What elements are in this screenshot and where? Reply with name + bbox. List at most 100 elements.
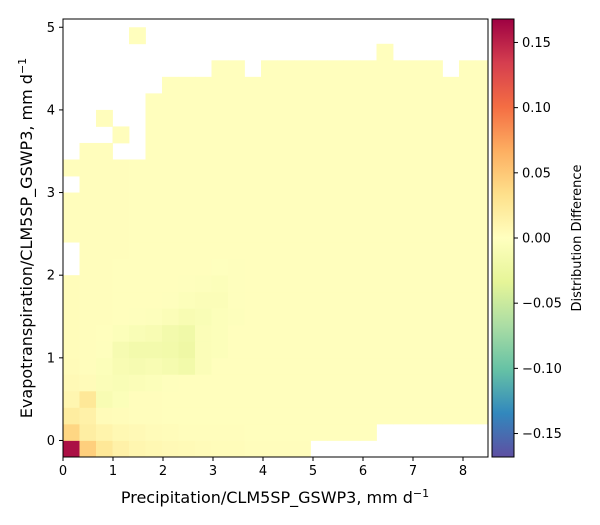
heatmap-cell xyxy=(261,159,278,177)
heatmap-cell xyxy=(442,308,460,326)
heatmap-cell xyxy=(162,225,179,243)
heatmap-cell xyxy=(112,225,130,243)
heatmap-cell xyxy=(459,209,476,227)
heatmap-cell xyxy=(195,258,212,276)
heatmap-cell xyxy=(376,76,394,94)
x-tick-label: 8 xyxy=(459,464,467,479)
heatmap-cell xyxy=(96,209,113,227)
heatmap-cell xyxy=(178,291,196,309)
heatmap-cell xyxy=(195,423,212,441)
heatmap-cell xyxy=(162,390,179,408)
heatmap-cell xyxy=(145,324,163,342)
heatmap-cell xyxy=(442,324,460,342)
y-tick-label: 0 xyxy=(47,434,55,449)
heatmap-cell xyxy=(261,275,278,293)
heatmap-cell xyxy=(475,192,489,210)
heatmap-cell xyxy=(277,76,295,94)
heatmap-cell xyxy=(327,258,344,276)
colorbar xyxy=(491,18,515,458)
heatmap-cell xyxy=(211,242,229,260)
heatmap-cell xyxy=(145,93,163,111)
heatmap-cell xyxy=(310,209,328,227)
heatmap-cell xyxy=(96,275,113,293)
heatmap-cell xyxy=(129,209,146,227)
heatmap-cell xyxy=(360,258,377,276)
heatmap-cell xyxy=(360,291,377,309)
heatmap-cell xyxy=(129,407,146,425)
heatmap-cell xyxy=(112,324,130,342)
heatmap-cell xyxy=(360,225,377,243)
heatmap-cell xyxy=(63,423,80,441)
heatmap-cell xyxy=(409,275,427,293)
heatmap-cell xyxy=(145,374,163,392)
heatmap-cell xyxy=(195,109,212,127)
heatmap-cell xyxy=(360,423,377,441)
heatmap-cell xyxy=(459,60,476,78)
heatmap-cell xyxy=(277,242,295,260)
heatmap-cell xyxy=(360,275,377,293)
heatmap-cell xyxy=(294,126,311,144)
heatmap-cell xyxy=(162,76,179,94)
heatmap-cell xyxy=(459,109,476,127)
heatmap-cell xyxy=(244,324,262,342)
heatmap-cell xyxy=(244,109,262,127)
heatmap-cell xyxy=(294,159,311,177)
heatmap-cell xyxy=(211,142,229,160)
heatmap-cell xyxy=(211,109,229,127)
heatmap-cell xyxy=(244,374,262,392)
heatmap-cell xyxy=(459,407,476,425)
heatmap-cell xyxy=(96,242,113,260)
heatmap-cell xyxy=(393,159,410,177)
heatmap-cell xyxy=(343,142,361,160)
heatmap-cell xyxy=(393,242,410,260)
heatmap-cell xyxy=(63,407,80,425)
heatmap-cell xyxy=(310,324,328,342)
heatmap-cell xyxy=(294,93,311,111)
heatmap-cell xyxy=(112,258,130,276)
heatmap-cell xyxy=(178,440,196,458)
heatmap-cell xyxy=(310,76,328,94)
heatmap-cell xyxy=(343,126,361,144)
heatmap-cell xyxy=(327,291,344,309)
heatmap-cell xyxy=(310,308,328,326)
heatmap-cell xyxy=(393,126,410,144)
heatmap-cell xyxy=(79,308,97,326)
heatmap-cell xyxy=(393,308,410,326)
heatmap-cell xyxy=(145,192,163,210)
heatmap-cell xyxy=(261,258,278,276)
heatmap-cell xyxy=(376,374,394,392)
heatmap-cell xyxy=(96,423,113,441)
heatmap-cell xyxy=(211,209,229,227)
heatmap-cell xyxy=(409,176,427,193)
heatmap-cell xyxy=(145,159,163,177)
heatmap-cell xyxy=(211,390,229,408)
heatmap-cell xyxy=(261,242,278,260)
heatmap-cell xyxy=(327,390,344,408)
heatmap-cell xyxy=(327,126,344,144)
heatmap-cell xyxy=(360,159,377,177)
heatmap-cell xyxy=(360,109,377,127)
heatmap-cell xyxy=(145,142,163,160)
heatmap-cell xyxy=(96,374,113,392)
heatmap-cell xyxy=(409,374,427,392)
heatmap-cell xyxy=(63,324,80,342)
heatmap-cell xyxy=(343,93,361,111)
heatmap-cell xyxy=(294,258,311,276)
heatmap-cell xyxy=(211,93,229,111)
heatmap-cell xyxy=(409,159,427,177)
heatmap-cell xyxy=(294,341,311,359)
heatmap-cell xyxy=(79,159,97,177)
heatmap-cell xyxy=(360,341,377,359)
heatmap-cell xyxy=(195,308,212,326)
heatmap-cell xyxy=(277,109,295,127)
heatmap-cell xyxy=(79,357,97,375)
heatmap-cell xyxy=(162,242,179,260)
heatmap-cell xyxy=(442,209,460,227)
heatmap-cell xyxy=(294,390,311,408)
heatmap-cell xyxy=(294,192,311,210)
heatmap-cell xyxy=(162,126,179,144)
heatmap-cell xyxy=(393,60,410,78)
heatmap-cell xyxy=(426,159,443,177)
heatmap-cell xyxy=(459,357,476,375)
heatmap-cell xyxy=(79,142,97,160)
